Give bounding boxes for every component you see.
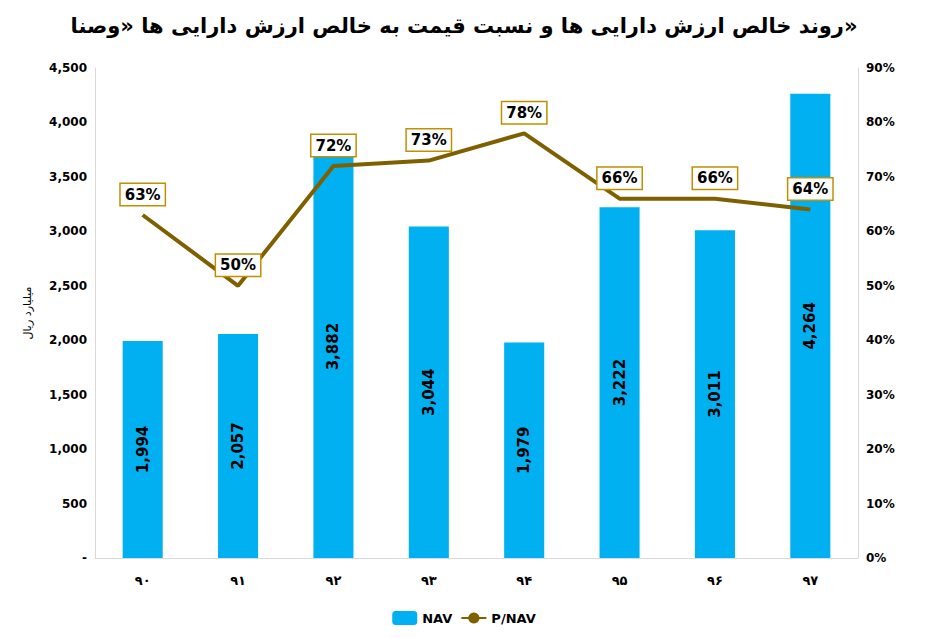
svg-text:۹۱: ۹۱: [230, 573, 246, 588]
svg-text:63%: 63%: [125, 186, 161, 204]
svg-text:3,222: 3,222: [611, 359, 629, 406]
svg-text:P/NAV: P/NAV: [491, 611, 535, 626]
svg-text:78%: 78%: [506, 104, 542, 122]
svg-text:1,500: 1,500: [49, 388, 87, 402]
svg-text:10%: 10%: [866, 497, 895, 511]
svg-text:60%: 60%: [866, 224, 895, 238]
svg-text:۹۷: ۹۷: [802, 573, 818, 588]
svg-text:۹۵: ۹۵: [612, 573, 628, 588]
svg-text:500: 500: [62, 497, 87, 511]
svg-text:50%: 50%: [866, 279, 895, 293]
svg-text:3,882: 3,882: [324, 323, 342, 370]
svg-text:3,011: 3,011: [706, 370, 724, 417]
svg-text:1,979: 1,979: [515, 427, 533, 474]
svg-text:80%: 80%: [866, 115, 895, 129]
svg-text:66%: 66%: [697, 169, 733, 187]
svg-text:۹۰: ۹۰: [135, 573, 151, 588]
svg-text:۹۴: ۹۴: [516, 573, 532, 588]
svg-text:4,500: 4,500: [49, 61, 87, 75]
svg-text:72%: 72%: [315, 137, 351, 155]
svg-text:۹۲: ۹۲: [326, 573, 342, 588]
svg-text:NAV: NAV: [422, 611, 452, 626]
svg-text:1,994: 1,994: [134, 426, 152, 473]
svg-text:4,000: 4,000: [49, 115, 87, 129]
svg-text:50%: 50%: [220, 256, 256, 274]
svg-text:0%: 0%: [866, 551, 886, 565]
svg-text:-: -: [82, 551, 87, 565]
svg-text:40%: 40%: [866, 333, 895, 347]
svg-text:2,057: 2,057: [229, 422, 247, 469]
svg-text:2,500: 2,500: [49, 279, 87, 293]
svg-text:70%: 70%: [866, 170, 895, 184]
svg-text:روند خالص ارزش دارایی ها و نسب: روند خالص ارزش دارایی ها و نسبت قیمت به …: [70, 14, 857, 38]
svg-text:2,000: 2,000: [49, 333, 87, 347]
svg-text:90%: 90%: [866, 61, 895, 75]
svg-text:30%: 30%: [866, 388, 895, 402]
svg-text:4,264: 4,264: [801, 302, 819, 349]
svg-text:64%: 64%: [792, 180, 828, 198]
svg-text:۹۶: ۹۶: [707, 573, 723, 588]
svg-text:میلیارد ریال: میلیارد ریال: [21, 286, 34, 339]
svg-text:1,000: 1,000: [49, 442, 87, 456]
svg-text:73%: 73%: [411, 131, 447, 149]
svg-text:66%: 66%: [602, 169, 638, 187]
svg-text:20%: 20%: [866, 442, 895, 456]
svg-text:۹۳: ۹۳: [421, 573, 437, 588]
svg-text:3,500: 3,500: [49, 170, 87, 184]
svg-text:3,000: 3,000: [49, 224, 87, 238]
svg-text:3,044: 3,044: [420, 369, 438, 416]
